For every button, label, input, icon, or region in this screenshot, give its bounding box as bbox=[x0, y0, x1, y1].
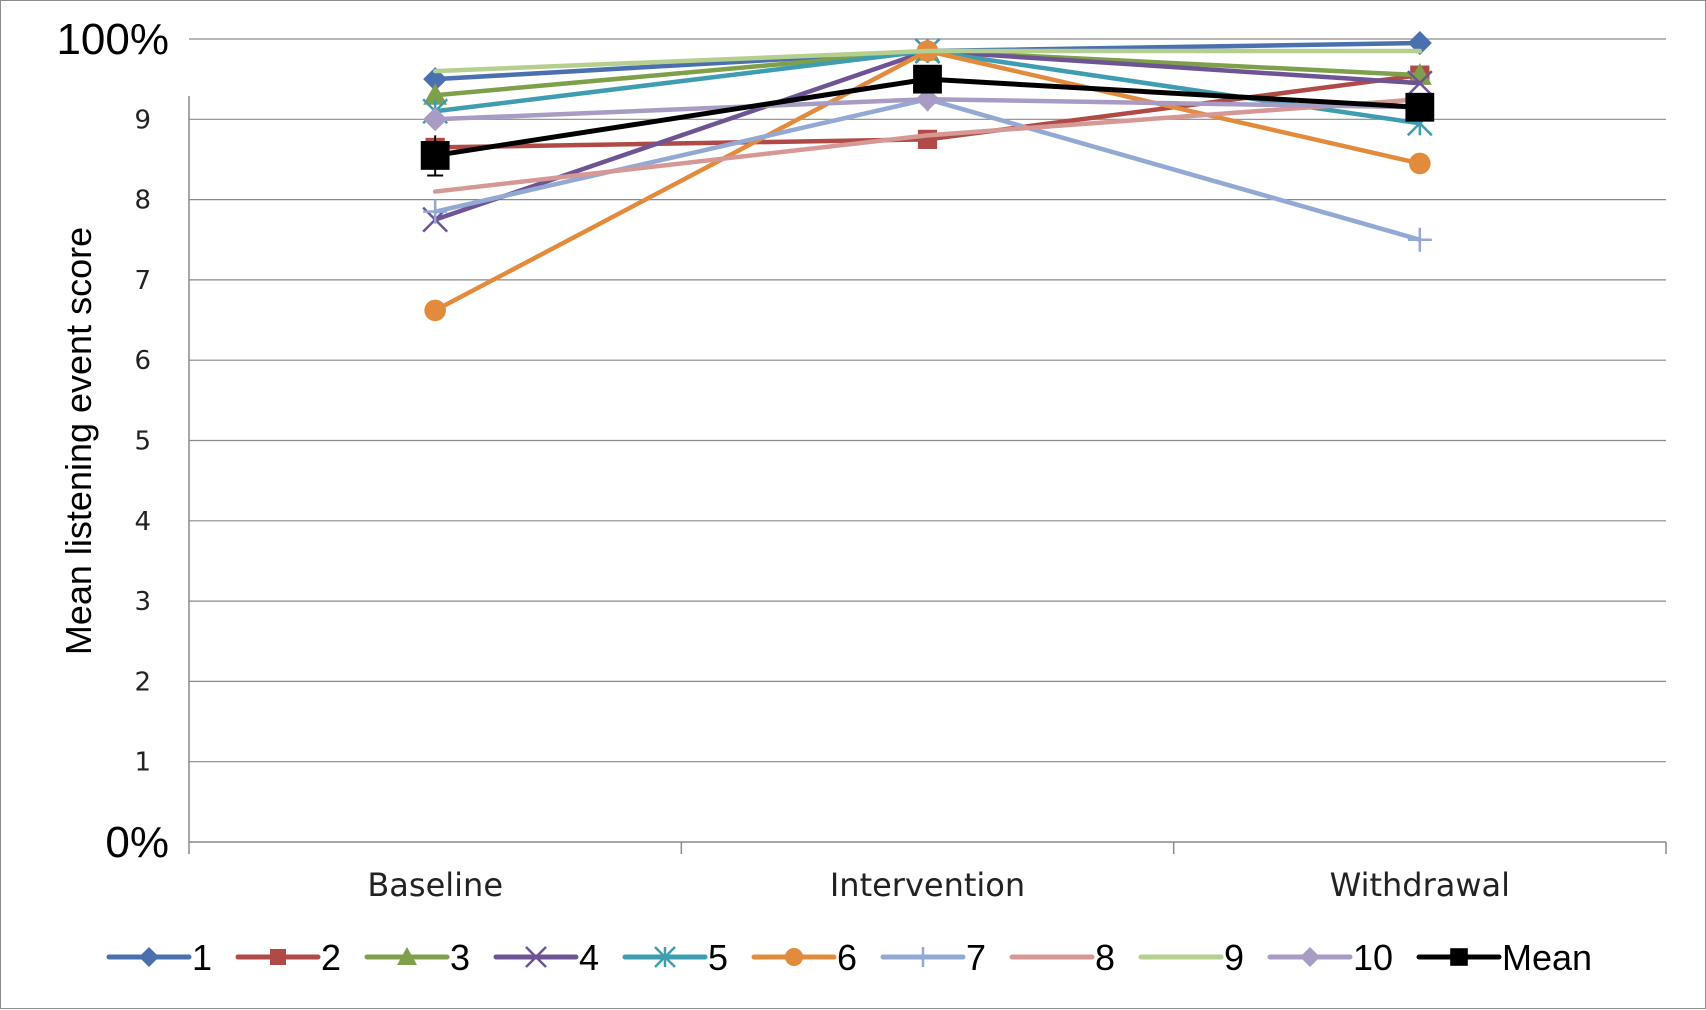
y-tick-label: 9 bbox=[134, 105, 151, 135]
legend-label: 9 bbox=[1224, 937, 1244, 978]
legend-marker bbox=[785, 948, 803, 966]
legend: 1 2 3 4 5 6 7 8 9 10 Mean bbox=[106, 937, 1592, 978]
series-layer bbox=[420, 31, 1435, 322]
x-tick-label: Withdrawal bbox=[1330, 866, 1510, 904]
data-point bbox=[424, 299, 446, 322]
legend-marker bbox=[913, 947, 933, 967]
legend-label: Mean bbox=[1502, 937, 1592, 978]
y-tick-label: 2 bbox=[134, 667, 151, 697]
series-mean bbox=[420, 64, 1435, 177]
y-axis-title: Mean listening event score bbox=[58, 227, 99, 655]
legend-item-8: 8 bbox=[1009, 937, 1115, 978]
y-tick-label: 4 bbox=[134, 507, 151, 537]
legend-label: 7 bbox=[966, 937, 986, 978]
y-tick-labels: 0% 1 2 3 4 5 6 7 8 9 100% bbox=[56, 15, 169, 867]
legend-label: 4 bbox=[579, 937, 599, 978]
legend-item-mean: Mean bbox=[1416, 937, 1592, 978]
legend-item-6: 6 bbox=[751, 937, 857, 978]
axes bbox=[188, 96, 1667, 854]
legend-marker bbox=[139, 947, 159, 967]
data-point bbox=[1407, 227, 1432, 252]
data-point bbox=[423, 67, 448, 92]
legend-item-3: 3 bbox=[364, 937, 470, 978]
y-tick-label: 5 bbox=[134, 427, 151, 457]
y-tick-label: 0% bbox=[105, 818, 169, 867]
data-point bbox=[423, 107, 448, 132]
series-line bbox=[432, 96, 1423, 194]
legend-marker-stroke bbox=[525, 946, 547, 968]
legend-marker bbox=[1450, 948, 1468, 966]
legend-label: 10 bbox=[1353, 937, 1393, 978]
legend-item-1: 1 bbox=[106, 937, 212, 978]
legend-item-9: 9 bbox=[1138, 937, 1244, 978]
y-tick-label: 6 bbox=[134, 346, 151, 376]
y-tick-label: 1 bbox=[134, 748, 151, 778]
series-line bbox=[432, 48, 1423, 74]
legend-item-10: 10 bbox=[1267, 937, 1393, 978]
legend-label: 3 bbox=[450, 937, 470, 978]
y-tick-label: 7 bbox=[134, 266, 151, 296]
y-tick-label: 100% bbox=[56, 15, 169, 64]
data-point bbox=[913, 64, 942, 94]
y-tick-label: 3 bbox=[134, 587, 151, 617]
data-point bbox=[420, 141, 450, 170]
legend-label: 2 bbox=[321, 937, 341, 978]
series-8 bbox=[432, 96, 1423, 194]
data-point bbox=[423, 83, 448, 105]
y-tick-label: 8 bbox=[134, 186, 151, 216]
legend-marker bbox=[270, 949, 286, 965]
legend-marker bbox=[654, 946, 676, 968]
legend-item-5: 5 bbox=[622, 937, 728, 978]
data-point-stroke bbox=[1406, 70, 1433, 97]
legend-label: 6 bbox=[837, 937, 857, 978]
data-point bbox=[1409, 152, 1431, 175]
x-tick-label: Baseline bbox=[367, 866, 503, 904]
legend-marker bbox=[1300, 947, 1320, 967]
data-point bbox=[1405, 92, 1435, 122]
data-point bbox=[1407, 63, 1432, 85]
legend-marker bbox=[397, 947, 417, 965]
series-9 bbox=[432, 48, 1423, 74]
x-tick-labels: Baseline Intervention Withdrawal bbox=[367, 866, 1510, 904]
legend-item-4: 4 bbox=[493, 937, 599, 978]
legend-label: 5 bbox=[708, 937, 728, 978]
legend-item-7: 7 bbox=[880, 937, 986, 978]
legend-marker bbox=[525, 946, 547, 968]
legend-label: 1 bbox=[192, 937, 212, 978]
x-tick-label: Intervention bbox=[830, 866, 1025, 904]
legend-item-2: 2 bbox=[235, 937, 341, 978]
data-point bbox=[423, 199, 448, 224]
legend-label: 8 bbox=[1095, 937, 1115, 978]
data-point bbox=[1406, 70, 1433, 97]
